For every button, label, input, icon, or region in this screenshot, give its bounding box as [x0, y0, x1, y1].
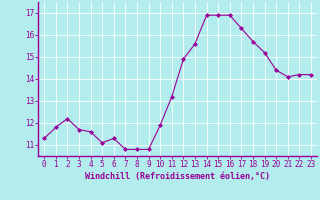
X-axis label: Windchill (Refroidissement éolien,°C): Windchill (Refroidissement éolien,°C): [85, 172, 270, 181]
